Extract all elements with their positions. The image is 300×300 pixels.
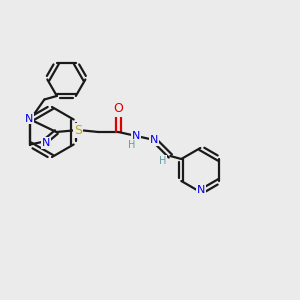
Text: H: H: [128, 140, 135, 150]
Text: N: N: [25, 113, 34, 124]
Text: O: O: [113, 103, 123, 116]
Text: N: N: [197, 185, 206, 195]
Text: S: S: [74, 124, 82, 136]
Text: N: N: [42, 138, 50, 148]
Text: H: H: [159, 156, 166, 166]
Text: N: N: [132, 131, 140, 141]
Text: N: N: [150, 135, 158, 145]
